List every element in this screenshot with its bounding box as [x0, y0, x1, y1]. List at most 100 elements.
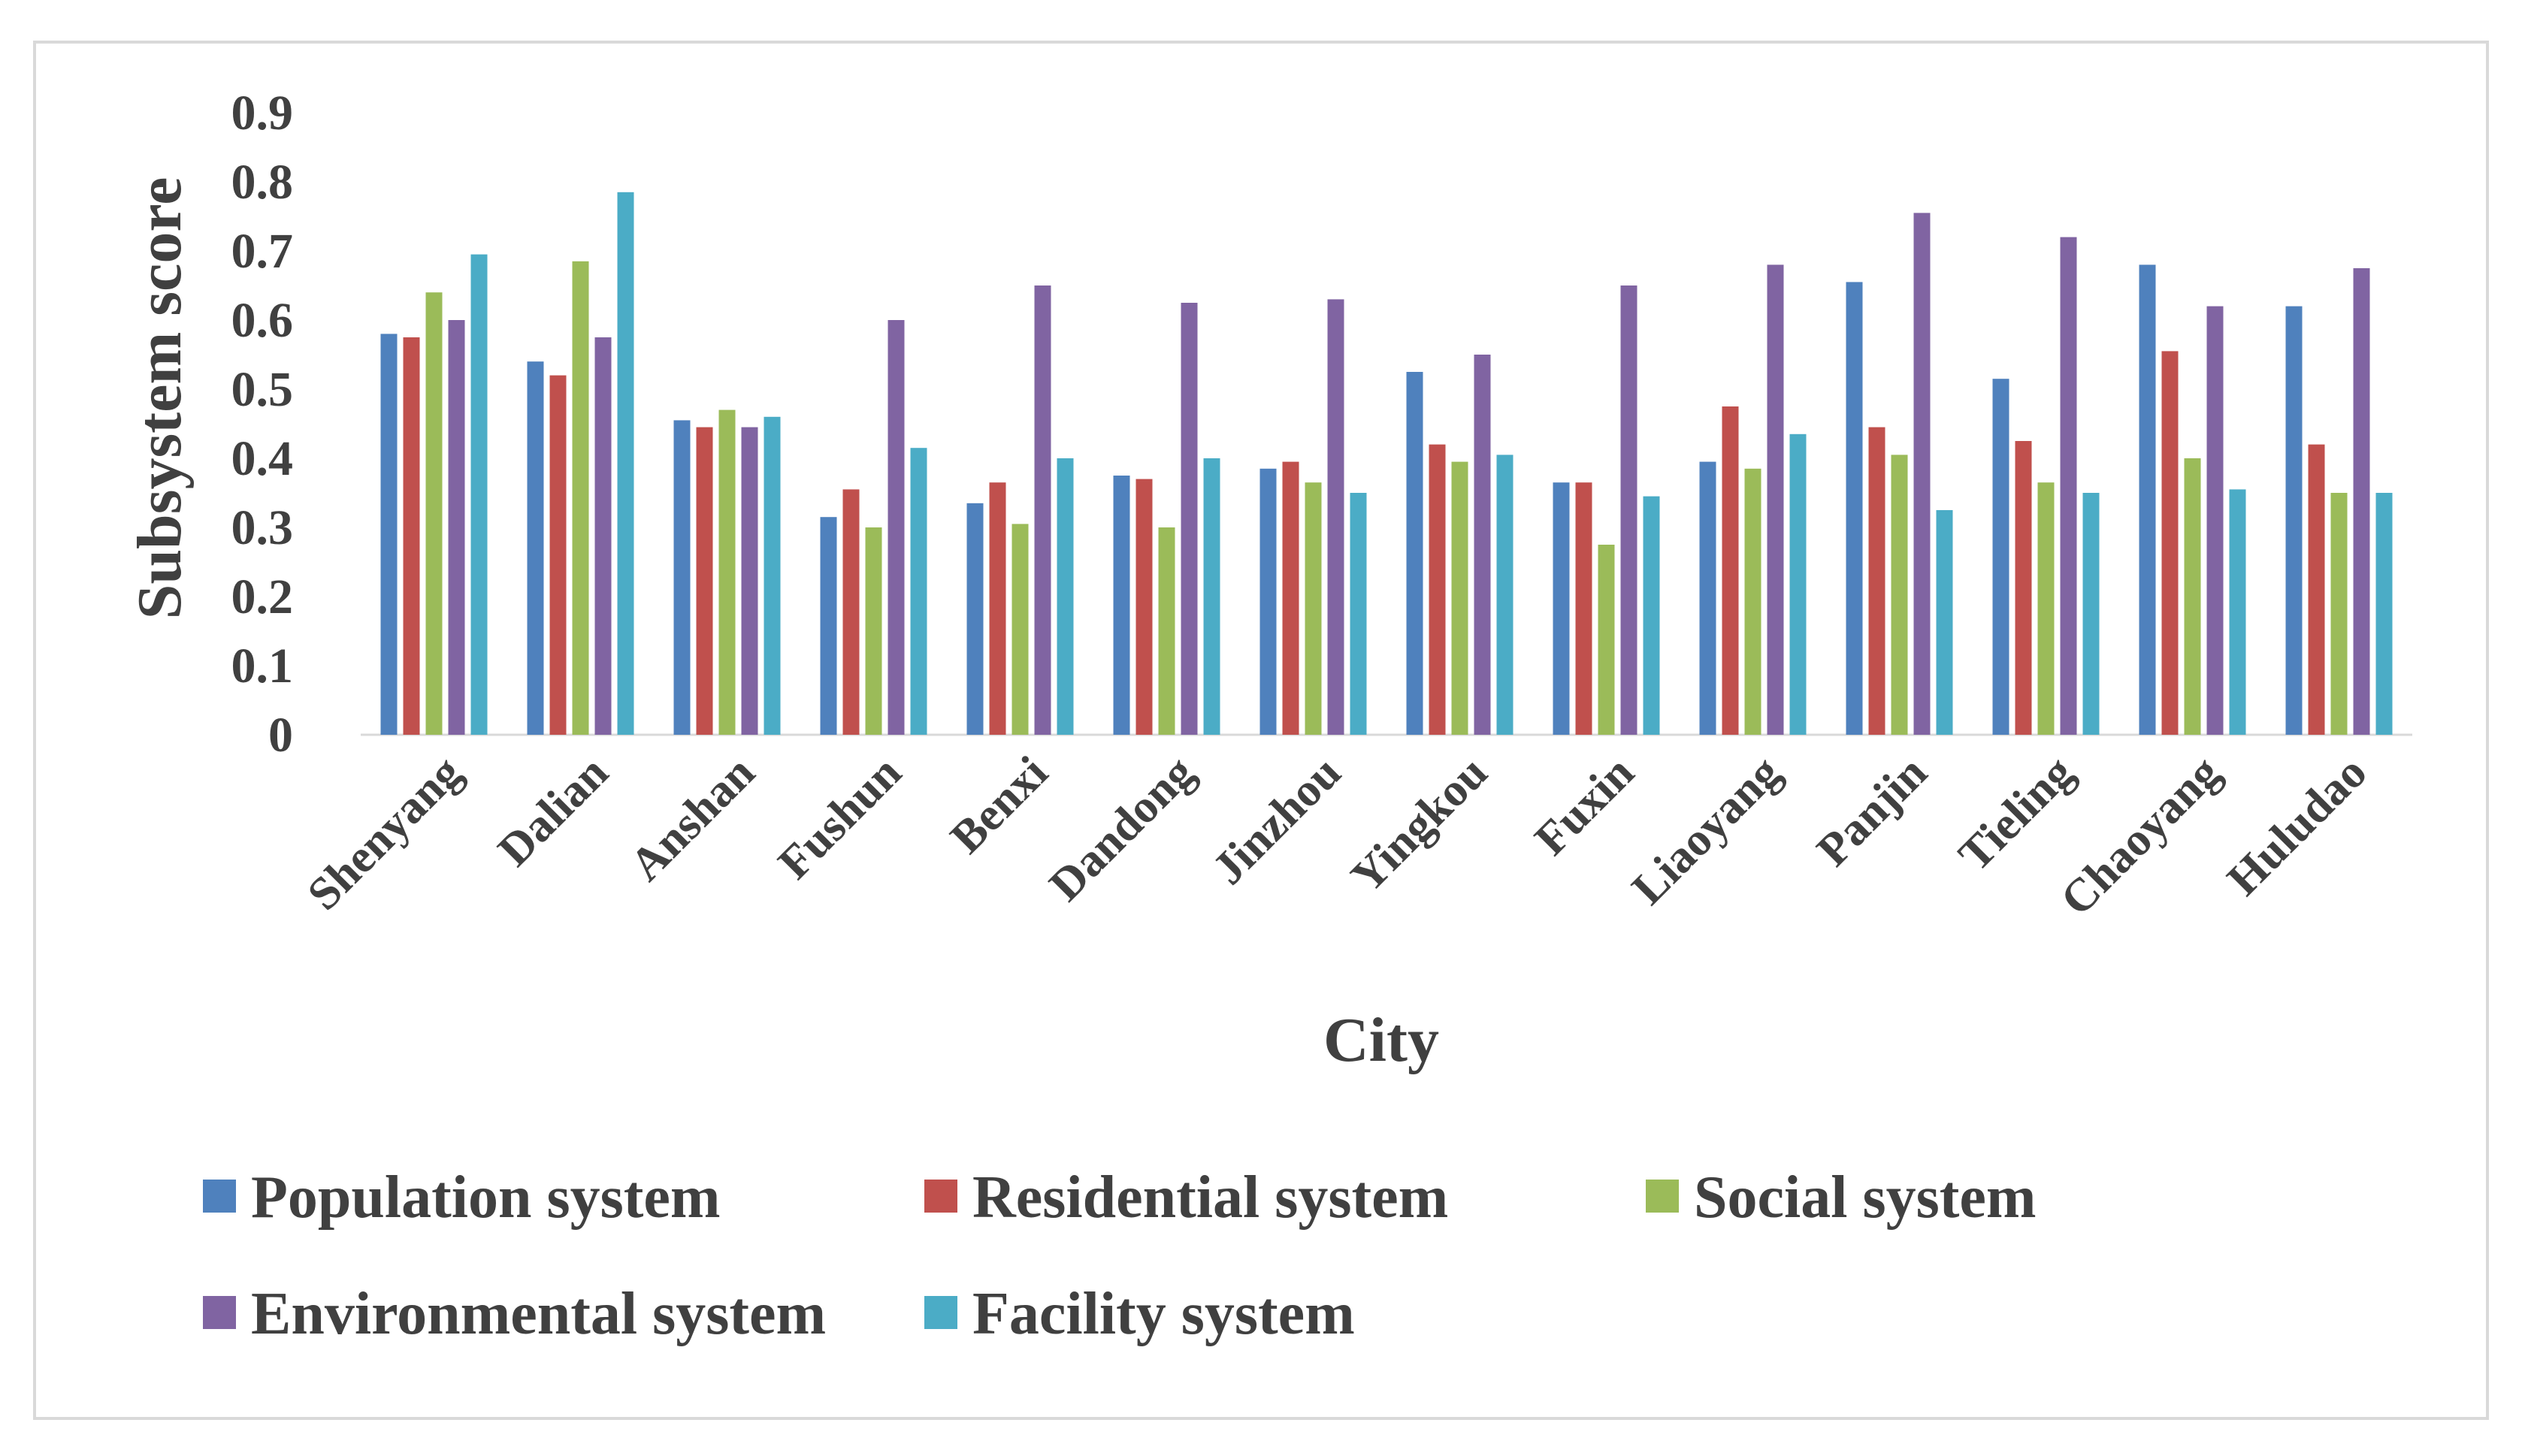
bar [2015, 441, 2032, 735]
legend-item: Facility system [924, 1281, 1355, 1347]
y-tick-label: 0.9 [231, 86, 294, 140]
y-tick-label: 0.8 [231, 155, 294, 210]
legend-label: Population system [251, 1164, 721, 1231]
bar [1496, 455, 1514, 735]
bar [1620, 285, 1637, 735]
bar [673, 420, 691, 735]
bar [842, 489, 860, 735]
bar [1034, 285, 1051, 735]
y-tick-label: 0.6 [231, 293, 294, 348]
bar [2285, 306, 2303, 736]
bar [1744, 468, 1761, 735]
bar [2184, 458, 2201, 735]
x-tick-label: Dalian [488, 747, 618, 876]
bar [470, 254, 488, 736]
x-axis-category-labels: Shenyang Dalian Anshan Fushun BenxiDandongJi… [298, 747, 2377, 926]
bar [966, 503, 984, 735]
bar [594, 337, 612, 735]
y-tick-label: 0.7 [231, 224, 294, 279]
bar [1936, 510, 1953, 735]
bar [527, 361, 544, 735]
bar [1327, 299, 1344, 735]
bar [1789, 433, 1807, 735]
bar [572, 261, 589, 735]
bar [1203, 458, 1220, 735]
y-tick-label: 0.4 [231, 431, 294, 486]
legend-item: Environmental system [203, 1281, 826, 1347]
y-tick-label: 0 [268, 708, 293, 763]
x-tick-label: Dandong [1040, 747, 1205, 911]
x-tick-label: Tieling [1949, 747, 2084, 881]
bar [1643, 496, 1660, 735]
legend: Population system Residential system Socia… [203, 1164, 2037, 1347]
bar [1057, 458, 1074, 735]
bar [1553, 482, 1570, 735]
bar [1012, 524, 1029, 735]
legend-swatch [1646, 1180, 1679, 1213]
bar [2161, 351, 2179, 735]
bar [718, 409, 736, 735]
bar [1868, 427, 1885, 735]
bar [1406, 372, 1423, 735]
bar [1451, 461, 1468, 735]
bar [764, 416, 781, 735]
bar [1158, 527, 1175, 735]
bar [1429, 444, 1446, 735]
bar [696, 427, 713, 735]
legend-item: Social system [1646, 1164, 2037, 1231]
y-axis-ticks: 0 0.1 0.2 0.3 0.4 0.5 0.6 0.7 0.8 0.9 [231, 86, 294, 763]
bar [403, 337, 420, 735]
y-tick-label: 0.1 [231, 639, 294, 693]
legend-swatch [924, 1296, 957, 1329]
bar [2060, 237, 2077, 736]
x-tick-label: Panjin [1807, 747, 1937, 876]
bar [820, 517, 837, 735]
x-tick-label: Yingkou [1341, 747, 1497, 902]
bar [865, 527, 882, 735]
legend-swatch [203, 1180, 236, 1213]
bar [989, 482, 1006, 735]
bar [1474, 355, 1491, 735]
bar [425, 292, 443, 735]
x-tick-label: Fuxin [1526, 747, 1644, 865]
x-tick-label: Jinzhou [1203, 747, 1351, 895]
bar [1913, 213, 1931, 735]
bar [888, 320, 905, 735]
bar [2229, 489, 2246, 735]
bar [1598, 545, 1615, 735]
bar [2082, 493, 2100, 735]
bar [2308, 444, 2325, 735]
bar [1846, 282, 1863, 735]
bar [1181, 303, 1198, 735]
bar [1767, 264, 1784, 735]
legend-item: Residential system [924, 1164, 1448, 1231]
bar [2353, 268, 2370, 735]
bar [448, 320, 465, 735]
bar [1722, 406, 1739, 735]
legend-label: Facility system [972, 1281, 1355, 1347]
legend-label: Residential system [972, 1164, 1448, 1231]
bar [380, 334, 398, 735]
bar [2206, 306, 2224, 736]
legend-label: Social system [1694, 1164, 2037, 1231]
x-tick-label: Huludao [2218, 747, 2376, 905]
bar [910, 448, 927, 735]
bar [2037, 482, 2055, 735]
bar [2375, 493, 2393, 735]
bar [1259, 468, 1277, 735]
y-tick-label: 0.5 [231, 362, 294, 417]
bar [1136, 479, 1153, 735]
bar [1350, 493, 1367, 735]
bar [1305, 482, 1322, 735]
bar [2139, 264, 2156, 735]
y-tick-label: 0.2 [231, 569, 294, 624]
x-tick-label: Anshan [621, 747, 765, 891]
legend-item: Population system [203, 1164, 721, 1231]
legend-swatch [203, 1296, 236, 1329]
x-tick-label: Liaoyang [1622, 747, 1790, 914]
x-axis-title: City [1323, 1005, 1439, 1075]
legend-label: Environmental system [251, 1281, 826, 1347]
x-tick-label: Shenyang [298, 747, 472, 920]
x-tick-label: Fushun [769, 747, 911, 889]
